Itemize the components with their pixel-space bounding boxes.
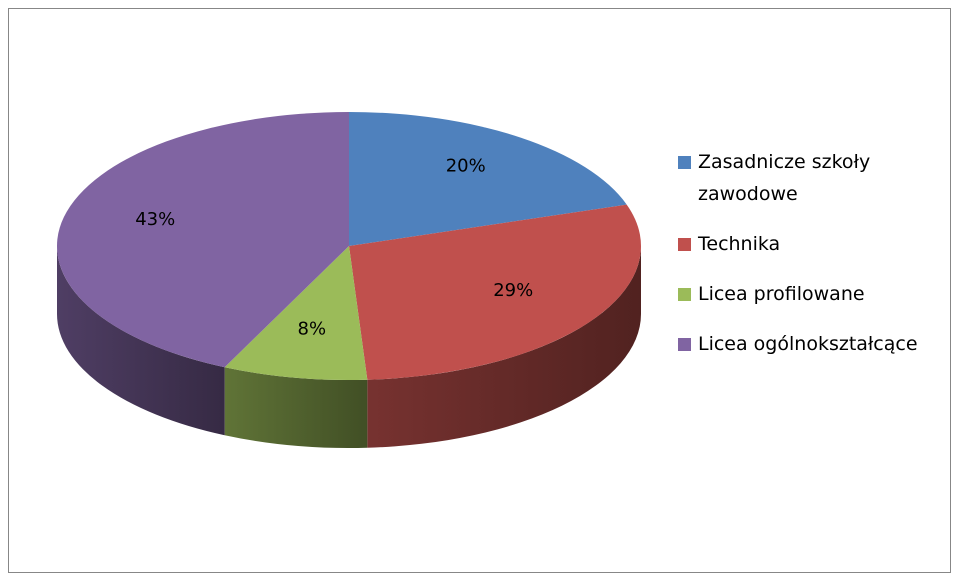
pie-slice [57, 112, 349, 368]
legend-swatch [678, 338, 691, 351]
legend-label: Licea ogólnokształcące [698, 333, 918, 355]
pie-slice-side [224, 367, 368, 449]
legend-item: Licea ogólnokształcące [678, 328, 948, 360]
legend-swatch [678, 288, 691, 301]
legend-label: Zasadnicze szkoły zawodowe [698, 151, 871, 205]
data-label: 8% [298, 319, 327, 340]
legend-swatch [678, 156, 691, 169]
legend-swatch [678, 238, 691, 251]
pie-slice [349, 112, 627, 246]
legend: Zasadnicze szkoły zawodowe Technika Licea … [678, 146, 948, 378]
data-label: 29% [493, 280, 533, 301]
data-label: 20% [446, 155, 486, 176]
pie-slice-side [367, 246, 641, 448]
legend-label: Licea profilowane [698, 283, 865, 305]
data-label: 43% [135, 209, 175, 230]
legend-item: Licea profilowane [678, 278, 948, 310]
pie-slice [349, 204, 641, 380]
legend-label: Technika [698, 233, 781, 255]
legend-item: Technika [678, 228, 948, 260]
pie-slice-side [57, 246, 225, 436]
pie-slice [224, 246, 368, 381]
legend-item: Zasadnicze szkoły zawodowe [678, 146, 948, 210]
